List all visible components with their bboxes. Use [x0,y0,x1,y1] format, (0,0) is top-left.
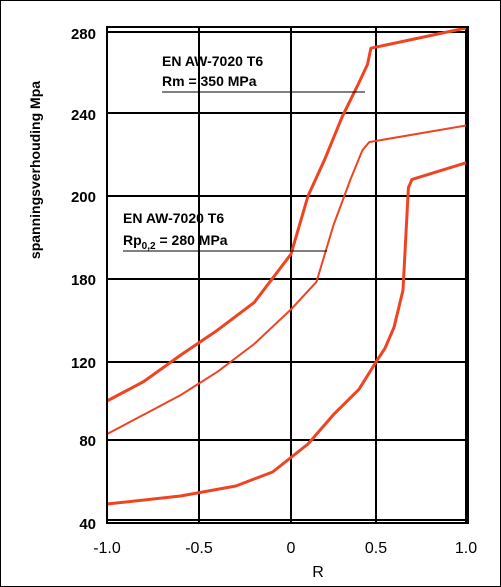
x-tick-label: 1.0 [455,540,477,557]
series-line-1 [106,26,467,403]
y-tick-label: 200 [71,189,96,206]
x-axis-label: R [312,564,324,581]
annotation-rp-title: EN AW-7020 T6 [123,210,224,226]
y-tick-label: 240 [71,107,96,124]
x-tick-label: 0.5 [365,540,387,557]
y-axis-label: spanningsverhouding Mpa [27,81,43,259]
y-tick-label: 280 [71,26,96,43]
annotation-rp-rest: = 280 MPa [156,232,228,248]
x-tick-label: -1.0 [93,540,121,557]
annotation-rp-main: Rp [123,232,142,248]
y-tick-label: 80 [79,433,96,450]
annotation-rp-value: Rp0,2 = 280 MPa [123,232,228,252]
y-tick-label: 120 [71,355,96,372]
series-line-2 [106,124,467,435]
data-series [106,26,467,506]
plot-area-border [106,26,469,524]
annotation-rm-title: EN AW-7020 T6 [162,53,263,69]
annotation-rp-subscript: 0,2 [142,241,156,252]
y-tick-label: 40 [79,516,96,533]
x-tick-label: 0 [287,540,296,557]
series-line-3 [106,161,467,506]
x-tick-label: -0.5 [185,540,213,557]
annotation-rm-value: Rm = 350 MPa [162,73,257,89]
y-tick-label: 180 [71,272,96,289]
grid-lines [106,27,468,523]
